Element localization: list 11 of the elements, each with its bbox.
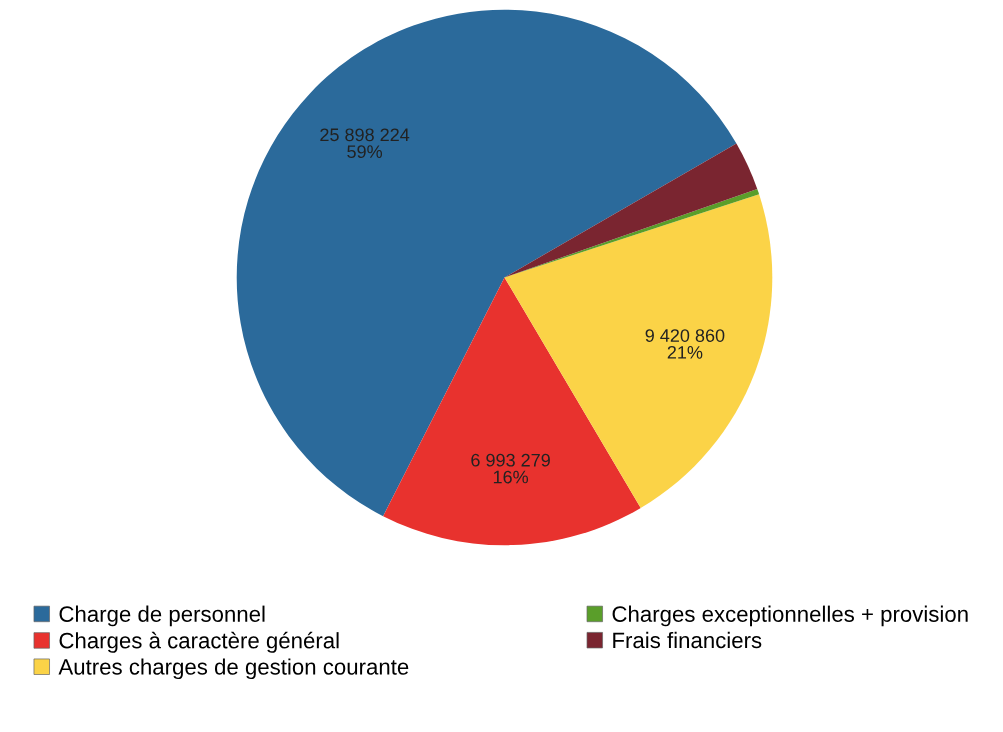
data-label: 9 420 860 21% (645, 329, 725, 359)
pie-slice (504, 143, 758, 278)
data-label: 25 898 224 59% (320, 128, 410, 159)
data-label: 6 993 279 16% (471, 453, 550, 484)
legend-label: Charges exceptionnelles + provision (612, 605, 968, 627)
pie-slice (236, 9, 737, 517)
legend-label: Frais financiers (613, 631, 762, 649)
legend-label: Charges à caractère général (59, 631, 339, 653)
legend-label: Charge de personnel (59, 605, 265, 627)
legend-label: Autres charges de gestion courante (58, 658, 409, 680)
pie-slice (383, 277, 641, 546)
